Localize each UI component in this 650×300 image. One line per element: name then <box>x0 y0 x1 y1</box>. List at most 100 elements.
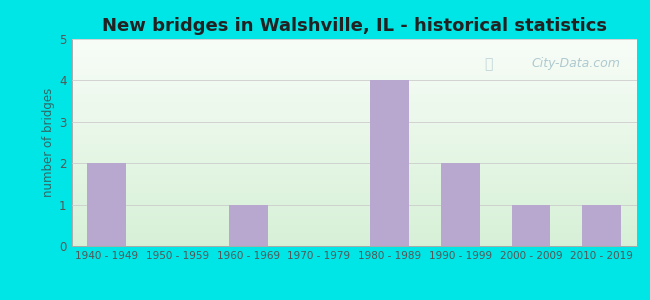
Bar <box>512 205 551 246</box>
Bar <box>72 76 637 77</box>
Bar <box>72 175 637 176</box>
Bar <box>72 194 637 195</box>
Bar <box>72 96 637 97</box>
Bar <box>72 173 637 175</box>
Bar <box>72 236 637 237</box>
Bar <box>72 151 637 152</box>
Bar <box>72 93 637 94</box>
Bar <box>72 161 637 162</box>
Bar <box>72 140 637 142</box>
Bar <box>72 192 637 193</box>
Bar <box>72 142 637 143</box>
Bar <box>72 50 637 51</box>
Bar <box>72 238 637 239</box>
Bar <box>72 87 637 88</box>
Bar <box>72 134 637 135</box>
Bar <box>72 197 637 198</box>
Bar <box>72 228 637 230</box>
Bar <box>72 217 637 218</box>
Bar <box>72 227 637 228</box>
Bar <box>72 77 637 78</box>
Bar <box>72 78 637 80</box>
Bar <box>72 137 637 138</box>
Bar <box>72 128 637 129</box>
Bar <box>72 237 637 238</box>
Bar <box>72 72 637 73</box>
Bar <box>72 92 637 93</box>
Bar <box>72 129 637 130</box>
Bar <box>370 80 409 246</box>
Bar <box>72 181 637 182</box>
Bar <box>72 46 637 47</box>
Bar <box>72 104 637 105</box>
Bar <box>72 85 637 87</box>
Bar <box>72 170 637 172</box>
Bar <box>72 136 637 137</box>
Bar <box>72 206 637 207</box>
Bar <box>72 234 637 235</box>
Bar <box>72 185 637 186</box>
Bar <box>72 52 637 53</box>
Bar <box>72 202 637 203</box>
Bar <box>72 220 637 221</box>
Bar <box>72 47 637 48</box>
Bar <box>72 189 637 190</box>
Bar <box>72 193 637 194</box>
Bar <box>72 103 637 104</box>
Bar <box>72 148 637 149</box>
Bar <box>72 195 637 196</box>
Bar <box>72 198 637 200</box>
Bar <box>72 172 637 173</box>
Bar <box>72 42 637 43</box>
Bar <box>72 182 637 183</box>
Bar <box>72 187 637 188</box>
Bar <box>72 244 637 245</box>
Bar <box>72 207 637 208</box>
Bar <box>72 186 637 187</box>
Bar <box>72 157 637 158</box>
Bar <box>72 178 637 179</box>
Bar <box>72 162 637 163</box>
Bar <box>72 71 637 72</box>
Bar <box>72 160 637 161</box>
Bar <box>72 73 637 74</box>
Bar <box>72 126 637 127</box>
Bar <box>72 95 637 96</box>
Bar <box>72 218 637 219</box>
Bar <box>72 208 637 209</box>
Bar <box>72 55 637 56</box>
Bar <box>72 164 637 165</box>
Bar <box>72 149 637 150</box>
Bar <box>72 57 637 58</box>
Bar <box>72 75 637 76</box>
Bar <box>72 80 637 81</box>
Bar <box>72 219 637 220</box>
Bar <box>72 146 637 147</box>
Bar <box>72 105 637 106</box>
Bar <box>72 166 637 167</box>
Bar <box>72 242 637 243</box>
Bar <box>72 66 637 67</box>
Bar <box>72 158 637 159</box>
Bar <box>72 100 637 101</box>
Bar <box>72 205 637 206</box>
Bar <box>72 125 637 126</box>
Bar <box>72 124 637 125</box>
Bar <box>72 83 637 85</box>
Bar <box>72 177 637 178</box>
Bar <box>72 154 637 155</box>
Bar <box>72 89 637 90</box>
Bar <box>72 99 637 100</box>
Bar <box>72 191 637 192</box>
Bar <box>72 190 637 191</box>
Bar <box>72 180 637 181</box>
Bar <box>72 112 637 113</box>
Bar <box>72 200 637 202</box>
Bar <box>72 118 637 119</box>
Bar <box>72 241 637 242</box>
Bar <box>229 205 268 246</box>
Bar <box>72 165 637 166</box>
Bar <box>72 43 637 44</box>
Bar <box>72 152 637 153</box>
Bar <box>72 110 637 111</box>
